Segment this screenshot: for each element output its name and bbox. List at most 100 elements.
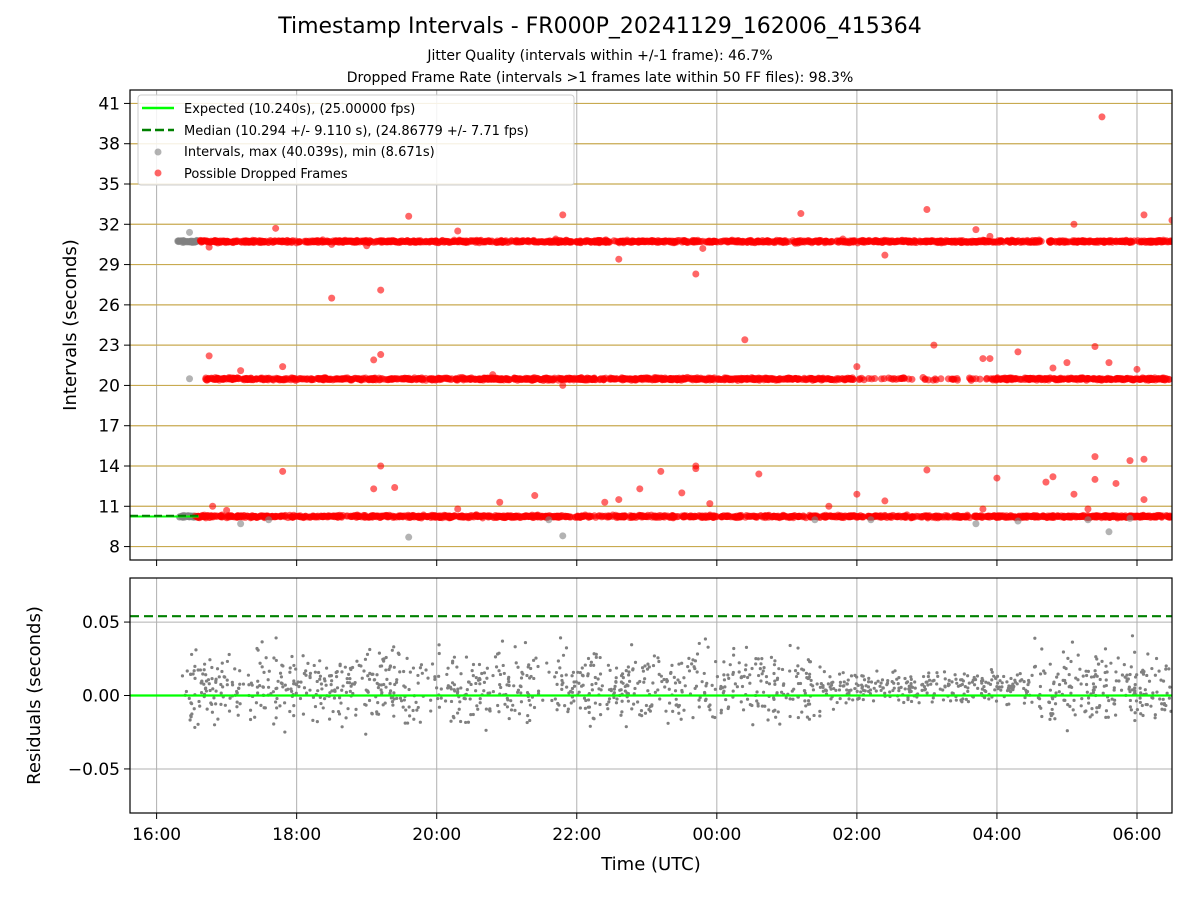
residual-point: [867, 676, 871, 680]
residual-point: [773, 682, 777, 686]
dropped-frame-point: [303, 238, 311, 246]
residual-point: [744, 645, 749, 650]
dropped-frame-point: [1079, 374, 1087, 382]
residual-point: [1138, 700, 1142, 705]
residual-point: [1143, 688, 1147, 692]
dropped-frame-point: [1116, 237, 1124, 245]
residual-point: [390, 648, 394, 652]
residual-point: [986, 681, 991, 685]
interval-point: [186, 375, 194, 383]
dropped-frame-point: [865, 237, 873, 245]
dropped-frame-point: [972, 375, 980, 383]
residual-point: [1133, 711, 1137, 715]
dropped-frame-point: [937, 375, 945, 383]
dropped-frame-point: [880, 237, 888, 245]
dropped-frame-point: [498, 239, 506, 247]
residual-point: [697, 705, 701, 709]
residual-point: [607, 700, 611, 704]
residual-point: [220, 669, 224, 674]
dropped-frame-point: [986, 355, 994, 363]
residual-point: [202, 682, 206, 686]
residual-point: [642, 680, 646, 684]
dropped-frame-point: [256, 238, 264, 246]
residual-point: [192, 669, 196, 673]
dropped-frame-point: [1126, 457, 1134, 465]
dropped-frame-point: [650, 237, 658, 245]
residual-point: [565, 685, 569, 689]
residual-point: [396, 651, 400, 655]
residual-point: [266, 685, 271, 689]
residual-point: [403, 721, 407, 725]
residual-point: [471, 662, 476, 667]
residual-point: [941, 688, 945, 692]
residual-point: [227, 709, 232, 713]
dropped-frame-point: [734, 237, 742, 245]
dropped-frame-point: [1071, 238, 1079, 246]
dropped-frame-point: [1107, 513, 1115, 521]
residual-point: [1054, 691, 1058, 695]
residual-point: [878, 684, 882, 688]
dropped-frame-point: [314, 512, 322, 520]
residual-point: [902, 700, 906, 705]
dropped-frame-point: [1137, 237, 1145, 245]
residual-point: [1066, 703, 1070, 707]
dropped-frame-point: [893, 513, 901, 521]
dropped-frame-point: [426, 375, 434, 383]
y-tick-label: 14: [98, 457, 120, 477]
dropped-frame-point: [636, 238, 644, 246]
residual-point: [337, 712, 342, 716]
dropped-frame-point: [655, 512, 663, 520]
dropped-frame-point: [979, 355, 987, 363]
dropped-frame-point: [1158, 374, 1166, 382]
residual-point: [329, 683, 333, 687]
residual-point: [256, 691, 260, 695]
residual-point: [766, 718, 770, 722]
residual-point: [962, 672, 966, 676]
interval-point: [405, 533, 413, 541]
residual-point: [395, 678, 399, 682]
dropped-frame-point: [399, 513, 407, 521]
dropped-frame-point: [1013, 375, 1021, 383]
residual-point: [560, 678, 564, 683]
residual-point: [275, 706, 279, 710]
dropped-frame-point: [370, 485, 378, 493]
residual-point: [837, 672, 842, 676]
residual-point: [390, 700, 395, 704]
residual-point: [1084, 669, 1088, 673]
dropped-frame-point: [1065, 513, 1073, 521]
residual-point: [500, 639, 505, 643]
dropped-frame-point: [799, 238, 807, 246]
dropped-frame-point: [908, 375, 916, 383]
residual-point: [392, 645, 396, 649]
residual-point: [393, 682, 397, 687]
residual-point: [507, 680, 511, 684]
residual-point: [791, 697, 795, 701]
residual-point: [1129, 708, 1133, 712]
residual-point: [452, 688, 456, 692]
residual-point: [1072, 698, 1076, 702]
residual-point: [926, 683, 930, 687]
dropped-frame-point: [454, 227, 462, 235]
residual-point: [755, 699, 759, 703]
residual-point: [641, 669, 646, 673]
residual-point: [1168, 685, 1172, 689]
residual-point: [215, 667, 220, 671]
residual-point: [886, 679, 890, 683]
dropped-frame-point: [992, 238, 1000, 246]
residual-point: [647, 707, 651, 712]
dropped-frame-point: [1043, 514, 1051, 522]
dropped-frame-point: [208, 374, 216, 382]
dropped-frame-point: [653, 375, 661, 383]
interval-point: [559, 532, 567, 540]
dropped-frame-point: [1133, 375, 1141, 383]
residual-point: [722, 660, 726, 664]
residual-point: [598, 702, 602, 707]
residual-point: [488, 691, 492, 695]
dropped-frame-point: [247, 376, 255, 384]
residual-point: [1042, 669, 1046, 673]
interval-point: [545, 516, 553, 524]
residual-point: [367, 677, 372, 681]
dropped-frame-point: [764, 237, 772, 245]
residual-point: [727, 676, 731, 680]
dropped-frame-point: [1159, 236, 1167, 244]
